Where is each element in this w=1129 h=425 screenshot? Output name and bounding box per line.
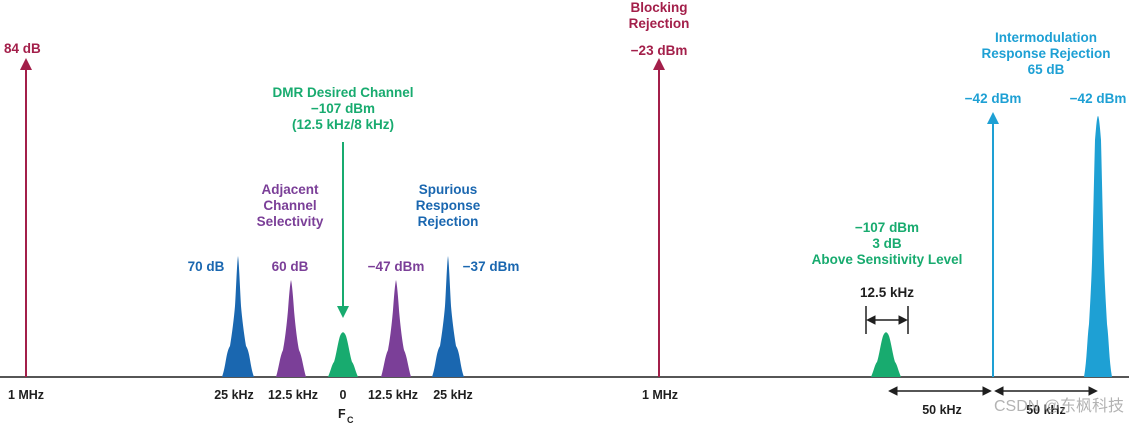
spacing-label-b: 50 kHz (1026, 403, 1066, 417)
blocking-level: −23 dBm (631, 43, 688, 58)
spectrum-peak-icon (276, 280, 306, 377)
im-title-line-3: 65 dB (1028, 62, 1065, 77)
spurious-title-line-3: Rejection (418, 214, 479, 229)
peak-70db-label: 70 dB (188, 259, 225, 274)
im-title-line-2: Response Rejection (981, 46, 1110, 61)
peak-60db (276, 280, 306, 377)
spurious-title-line-2: Response (416, 198, 481, 213)
im-title-line-1: Intermodulation (995, 30, 1097, 45)
spacing-label-a: 50 kHz (922, 403, 962, 417)
adjacent-title-line-2: Channel (263, 198, 316, 213)
spurious-title-line-1: Spurious (419, 182, 478, 197)
blocking-title-line-1: Blocking (630, 0, 687, 15)
dmr-title-line-1: DMR Desired Channel (272, 85, 413, 100)
tick-minus-12-5khz: 12.5 kHz (268, 388, 318, 402)
sensitivity-line-1: −107 dBm (855, 220, 919, 235)
im-level-arrow-label: −42 dBm (965, 91, 1022, 106)
spectrum-peak-icon (328, 332, 358, 377)
dmr-title-line-3: (12.5 kHz/8 kHz) (292, 117, 394, 132)
adjacent-title-line-3: Selectivity (257, 214, 324, 229)
tick-plus-25khz: 25 kHz (433, 388, 473, 402)
left-blocker-level: 84 dB (4, 41, 41, 56)
watermark: CSDN @东枫科技 (994, 397, 1124, 415)
peak-intermodulation (1084, 116, 1112, 377)
spectrum-peak-icon (381, 280, 411, 377)
tick-right-1mhz: 1 MHz (642, 388, 678, 402)
peak-desired-channel (328, 332, 358, 377)
spectrum-peak-icon (871, 332, 901, 377)
sensitivity-line-2: 3 dB (872, 236, 902, 251)
fc-subscript: C (347, 415, 354, 425)
tick-plus-12-5khz: 12.5 kHz (368, 388, 418, 402)
peak-60db-label: 60 dB (272, 259, 309, 274)
tick-left-1mhz: 1 MHz (8, 388, 44, 402)
bandwidth-label: 12.5 kHz (860, 285, 914, 300)
spectrum-peak-icon (1084, 116, 1112, 377)
spectrum-peak-icon (432, 256, 464, 377)
peak-minus37dbm-label: −37 dBm (463, 259, 520, 274)
adjacent-title-line-1: Adjacent (261, 182, 319, 197)
blocking-title-line-2: Rejection (629, 16, 690, 31)
tick-minus-25khz: 25 kHz (214, 388, 254, 402)
peak-sensitivity-signal (871, 332, 901, 377)
im-level-peak-label: −42 dBm (1070, 91, 1127, 106)
sensitivity-line-3: Above Sensitivity Level (812, 252, 963, 267)
peak-minus37dbm (432, 256, 464, 377)
spectrum-peak-icon (222, 256, 254, 377)
peak-minus47dbm (381, 280, 411, 377)
peak-70db (222, 256, 254, 377)
tick-zero: 0 (340, 388, 347, 402)
dmr-title-line-2: −107 dBm (311, 101, 375, 116)
fc-label: F (338, 407, 346, 421)
peak-minus47dbm-label: −47 dBm (368, 259, 425, 274)
